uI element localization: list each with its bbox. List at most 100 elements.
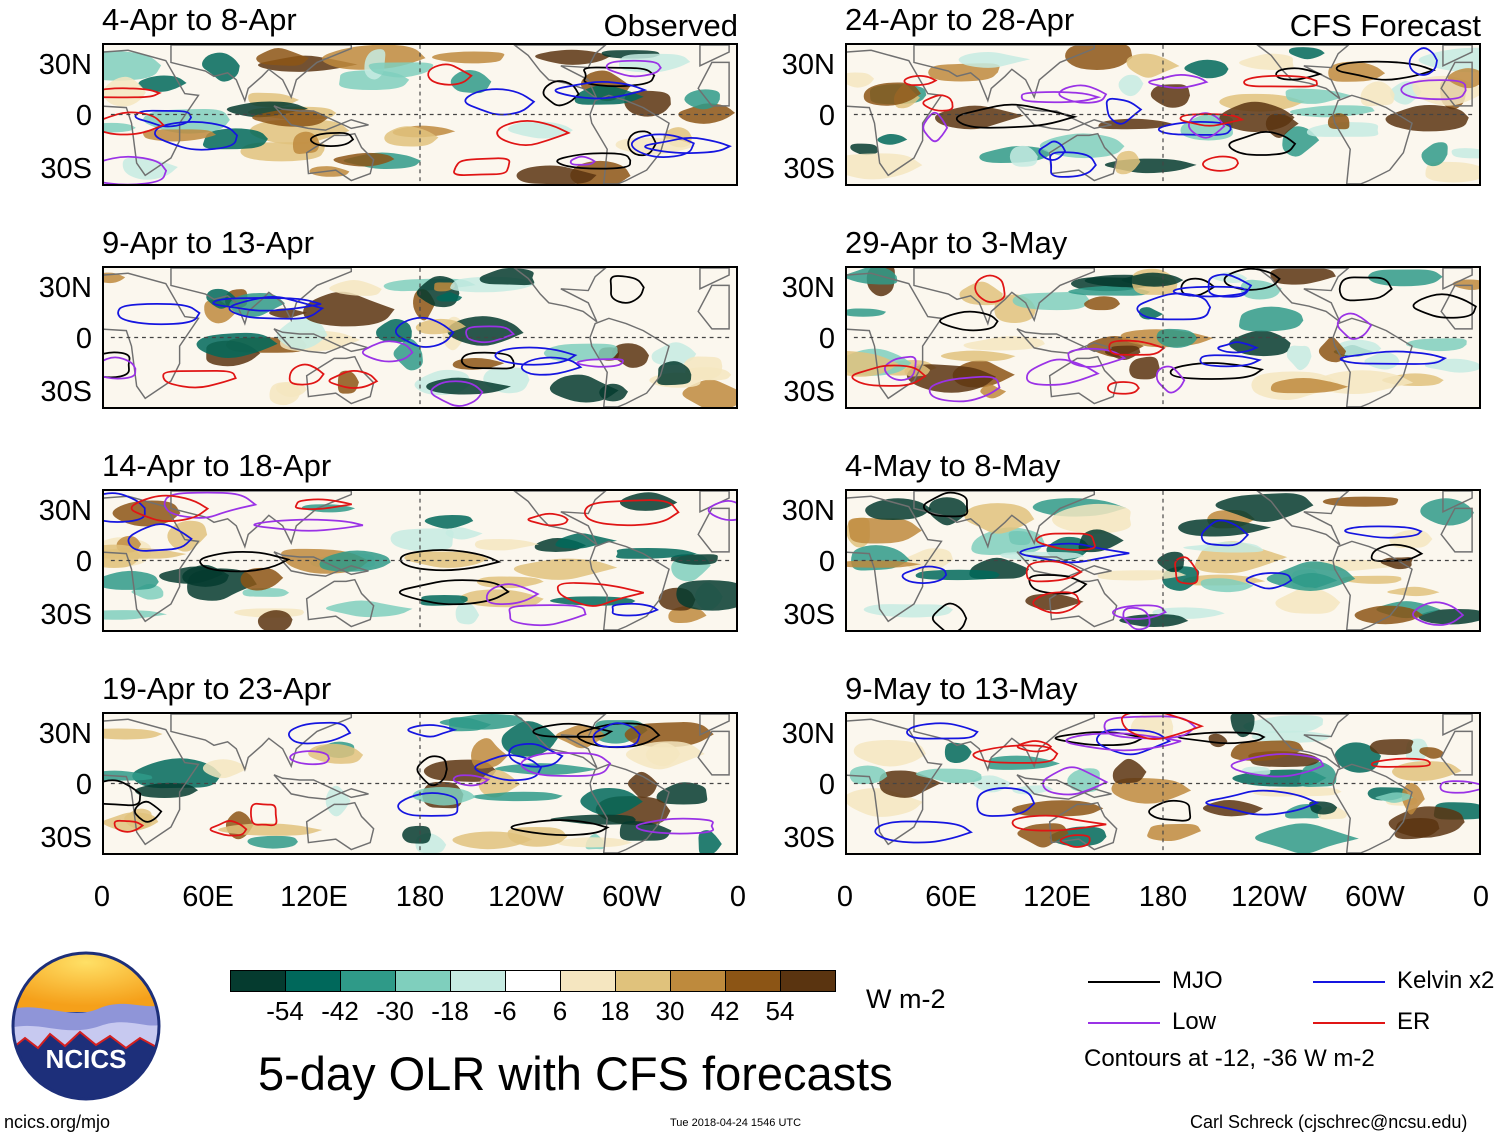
coastline [1440, 284, 1473, 330]
coastline [699, 268, 730, 290]
lon-tick-label: 0 [729, 881, 747, 913]
olr-anomaly-region [196, 332, 278, 358]
contour-low [430, 380, 484, 407]
olr-anomaly-region [104, 76, 146, 107]
footer-url[interactable]: ncics.org/mjo [4, 1112, 111, 1132]
olr-anomaly-region [879, 770, 942, 798]
lat-tick-label: 0 [75, 546, 92, 578]
olr-anomaly-region [678, 103, 736, 124]
contour-er [1174, 556, 1199, 585]
olr-anomaly-region [847, 72, 875, 88]
coastline [1016, 551, 1112, 577]
olr-map [847, 268, 1479, 407]
olr-anomaly-region [1098, 118, 1175, 130]
lon-tick-label: 60W [602, 881, 662, 913]
olr-anomaly-region [474, 538, 539, 551]
olr-anomaly-region [1118, 74, 1144, 97]
contour-er [556, 582, 644, 607]
olr-anomaly-region [404, 551, 489, 568]
contour-low [1439, 780, 1479, 794]
panel-title: 14-Apr to 18-Apr [102, 448, 332, 483]
olr-anomaly-region [1389, 529, 1433, 549]
contour-er [104, 111, 165, 136]
lon-tick-label: 60E [182, 881, 234, 913]
contour-low [569, 155, 597, 166]
colorbar-label: 6 [552, 996, 568, 1026]
olr-anomaly-region [240, 567, 284, 591]
legend-line-low [1088, 1022, 1160, 1024]
contour-er [209, 820, 248, 837]
olr-anomaly-region [964, 503, 1035, 534]
contour-er [583, 499, 680, 527]
contour-low [508, 604, 587, 627]
olr-anomaly-region [850, 143, 879, 156]
contour-er [427, 63, 473, 86]
lat-tick-label: 30N [781, 272, 835, 304]
olr-anomaly-region [1406, 338, 1467, 352]
olr-anomaly-region [645, 742, 681, 767]
contour-er [294, 498, 352, 510]
contour-mjo [923, 491, 969, 518]
contour-kelvin-x2 [228, 296, 325, 320]
olr-anomaly-region [1341, 575, 1402, 584]
contour-er [1011, 814, 1107, 832]
olr-anomaly-region [1121, 272, 1184, 287]
olr-anomaly-region [104, 610, 167, 620]
contour-mjo [609, 275, 645, 304]
olr-anomaly-region [1337, 339, 1382, 356]
contour-kelvin-x2 [288, 721, 352, 745]
olr-anomaly-region [1251, 730, 1332, 743]
coastline [1442, 491, 1473, 513]
colorbar-label: 54 [765, 996, 795, 1026]
contour-kelvin-x2 [494, 346, 578, 366]
contour-er [1121, 714, 1205, 741]
olr-anomaly-region [1208, 733, 1228, 748]
olr-map [104, 268, 736, 407]
coastline [513, 268, 607, 323]
contour-kelvin-x2 [1172, 285, 1250, 298]
contour-mjo [939, 310, 999, 332]
column-label: CFS Forecast [1289, 8, 1481, 43]
contour-mjo [1169, 362, 1265, 380]
olr-anomaly-region [915, 768, 982, 784]
contour-low [883, 355, 917, 381]
contour-er [250, 802, 278, 827]
contour-mjo [399, 549, 502, 572]
colorbar-cell [670, 970, 726, 992]
olr-anomaly-region [303, 291, 395, 327]
contour-low [289, 750, 330, 766]
olr-anomaly-region [676, 580, 736, 611]
contour-er [104, 87, 162, 99]
coastline [305, 132, 375, 182]
olr-anomaly-region [619, 492, 678, 511]
contour-kelvin-x2 [127, 523, 193, 552]
olr-anomaly-region [1275, 587, 1341, 614]
olr-anomaly-region [657, 361, 692, 386]
olr-anomaly-region [1288, 47, 1325, 60]
legend-label: ER [1397, 1008, 1431, 1035]
contour-kelvin-x2 [906, 722, 979, 740]
olr-anomaly-region [368, 62, 434, 78]
contour-low [1122, 607, 1151, 630]
coastline [1256, 45, 1350, 100]
coastline [1048, 801, 1118, 851]
contour-kelvin-x2 [1217, 341, 1259, 354]
olr-anomaly-region [1126, 53, 1180, 78]
olr-anomaly-region [256, 48, 309, 66]
contour-kelvin-x2 [1019, 542, 1130, 564]
olr-anomaly-region [1322, 496, 1399, 507]
contour-kelvin-x2 [1105, 97, 1143, 125]
olr-anomaly-region [1387, 586, 1440, 597]
contour-er [113, 819, 145, 833]
contours-note: Contours at -12, -36 W m-2 [1084, 1045, 1375, 1072]
olr-anomaly-region [1156, 328, 1198, 348]
coastline [697, 730, 730, 776]
coastline [1332, 540, 1413, 630]
contour-kelvin-x2 [508, 742, 564, 768]
olr-anomaly-region [557, 837, 633, 848]
map-panel [102, 489, 738, 632]
olr-anomaly-region [863, 604, 954, 618]
contour-kelvin-x2 [630, 133, 695, 158]
contour-low [485, 583, 540, 606]
olr-anomaly-region [1012, 785, 1054, 795]
